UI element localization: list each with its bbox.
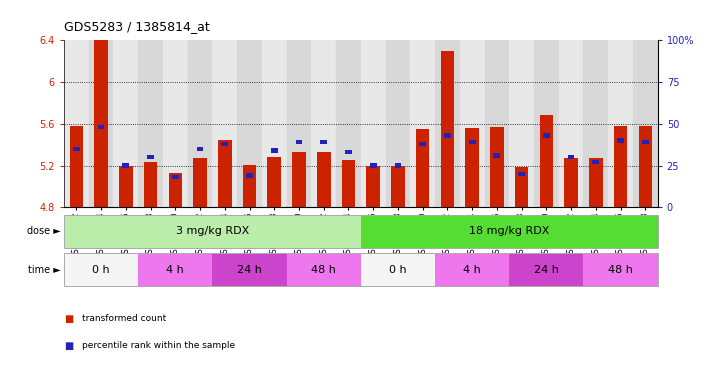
Bar: [518, 172, 525, 176]
Text: 3 mg/kg RDX: 3 mg/kg RDX: [176, 226, 249, 237]
Bar: [122, 164, 129, 168]
Bar: [435, 40, 460, 207]
Bar: [267, 157, 281, 207]
Bar: [89, 40, 114, 207]
Text: 4 h: 4 h: [464, 265, 481, 275]
Bar: [147, 155, 154, 159]
Bar: [169, 173, 182, 207]
Text: ■: ■: [64, 314, 73, 324]
Text: 48 h: 48 h: [311, 265, 336, 275]
Bar: [311, 40, 336, 207]
Bar: [617, 138, 624, 143]
Bar: [242, 165, 257, 207]
Bar: [391, 166, 405, 207]
Bar: [515, 167, 528, 207]
Text: percentile rank within the sample: percentile rank within the sample: [82, 341, 235, 350]
Bar: [416, 129, 429, 207]
Bar: [419, 142, 426, 146]
Bar: [70, 126, 83, 207]
Bar: [317, 152, 331, 207]
Bar: [565, 158, 578, 207]
Bar: [64, 40, 89, 207]
Bar: [592, 160, 599, 164]
Text: dose ►: dose ►: [27, 226, 60, 237]
Bar: [370, 164, 377, 168]
Text: 18 mg/kg RDX: 18 mg/kg RDX: [469, 226, 550, 237]
Text: 24 h: 24 h: [534, 265, 559, 275]
Bar: [221, 142, 228, 146]
Bar: [441, 51, 454, 207]
Bar: [509, 40, 534, 207]
Bar: [292, 152, 306, 207]
Bar: [360, 40, 385, 207]
Text: 4 h: 4 h: [166, 265, 184, 275]
Bar: [633, 40, 658, 207]
Bar: [493, 153, 501, 158]
Bar: [218, 139, 232, 207]
Bar: [614, 126, 627, 207]
Bar: [237, 40, 262, 207]
Bar: [465, 128, 479, 207]
Bar: [188, 40, 213, 207]
Bar: [193, 158, 207, 207]
Bar: [543, 133, 550, 138]
Bar: [321, 140, 327, 144]
Text: time ►: time ►: [28, 265, 60, 275]
Bar: [172, 175, 178, 179]
Bar: [336, 40, 360, 207]
Bar: [469, 140, 476, 144]
Bar: [197, 147, 203, 151]
Bar: [410, 40, 435, 207]
Bar: [296, 140, 302, 144]
Bar: [584, 40, 608, 207]
Text: transformed count: transformed count: [82, 314, 166, 323]
Bar: [567, 155, 574, 159]
Bar: [119, 166, 133, 207]
Bar: [342, 161, 356, 207]
Text: 24 h: 24 h: [237, 265, 262, 275]
Bar: [534, 40, 559, 207]
Text: 0 h: 0 h: [389, 265, 407, 275]
Text: GDS5283 / 1385814_at: GDS5283 / 1385814_at: [64, 20, 210, 33]
Bar: [246, 174, 253, 178]
Bar: [559, 40, 584, 207]
Bar: [345, 150, 352, 154]
Bar: [642, 140, 648, 144]
Bar: [73, 147, 80, 151]
Text: ■: ■: [64, 341, 73, 351]
Bar: [589, 158, 603, 207]
Bar: [262, 40, 287, 207]
Bar: [114, 40, 138, 207]
Bar: [385, 40, 410, 207]
Bar: [484, 40, 509, 207]
Bar: [271, 148, 278, 153]
Bar: [608, 40, 633, 207]
Bar: [287, 40, 311, 207]
Bar: [444, 133, 451, 138]
Bar: [366, 166, 380, 207]
Text: 0 h: 0 h: [92, 265, 110, 275]
Bar: [97, 125, 105, 129]
Bar: [540, 116, 553, 207]
Bar: [638, 126, 652, 207]
Text: 48 h: 48 h: [608, 265, 633, 275]
Bar: [138, 40, 163, 207]
Bar: [395, 164, 401, 168]
Bar: [490, 127, 503, 207]
Bar: [144, 162, 157, 207]
Bar: [460, 40, 484, 207]
Bar: [213, 40, 237, 207]
Bar: [163, 40, 188, 207]
Bar: [95, 14, 108, 207]
